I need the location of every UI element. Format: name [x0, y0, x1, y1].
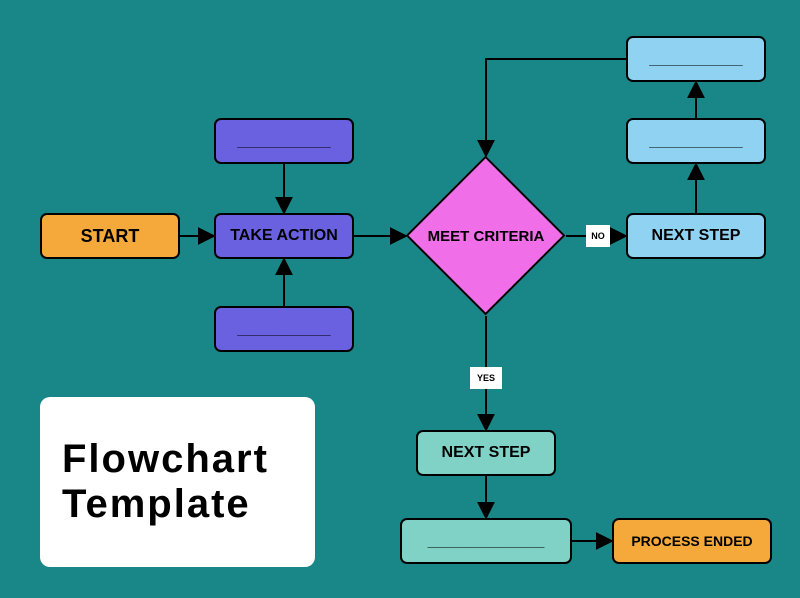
node-blank_top: ____________	[214, 118, 354, 164]
title-card: FlowchartTemplate	[40, 397, 315, 567]
node-criteria: MEET CRITERIA	[406, 156, 566, 316]
edge-label-no: NO	[586, 225, 610, 247]
node-next_down: NEXT STEP	[416, 430, 556, 476]
node-blank_r_top: ____________	[626, 36, 766, 82]
node-blank_down: _______________	[400, 518, 572, 564]
edge-blank_r_top-to-criteria	[486, 59, 626, 156]
edge-label-yes: YES	[470, 367, 502, 389]
node-criteria-label: MEET CRITERIA	[406, 156, 566, 316]
node-take_action: TAKE ACTION	[214, 213, 354, 259]
node-start: START	[40, 213, 180, 259]
title-line2: Template	[62, 482, 251, 527]
node-blank_r_mid: ____________	[626, 118, 766, 164]
flowchart-canvas: STARTTAKE ACTION________________________…	[0, 0, 800, 598]
title-line1: Flowchart	[62, 437, 269, 482]
node-blank_bot: ____________	[214, 306, 354, 352]
node-ended: PROCESS ENDED	[612, 518, 772, 564]
node-next_right: NEXT STEP	[626, 213, 766, 259]
